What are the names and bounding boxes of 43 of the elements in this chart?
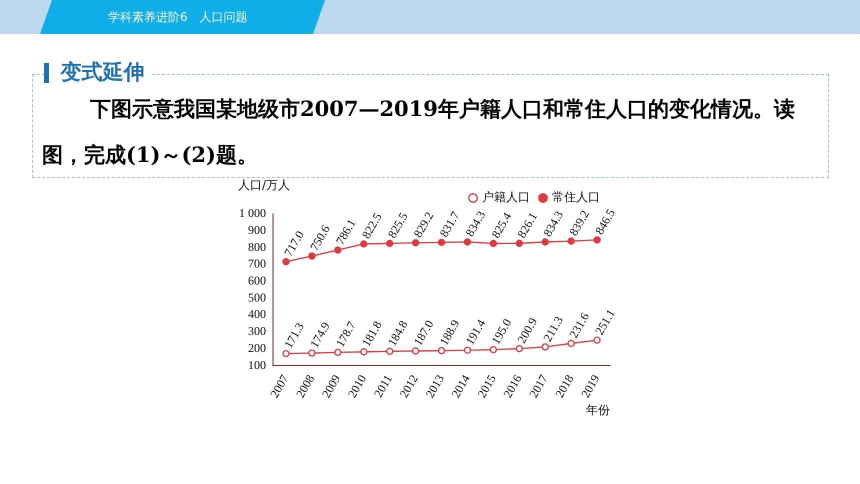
y-tick-label: 900 <box>248 223 266 237</box>
point <box>490 346 497 354</box>
point <box>567 340 575 348</box>
y-tick-label: 700 <box>248 256 266 271</box>
point <box>542 238 549 246</box>
point <box>386 240 394 248</box>
text: 变式延伸 <box>44 58 151 86</box>
point <box>282 258 290 266</box>
point <box>308 349 316 357</box>
point <box>334 348 342 356</box>
x-axis-title: 年份 <box>586 402 610 417</box>
point <box>438 346 446 354</box>
y-tick-label: 400 <box>248 307 266 322</box>
point <box>516 344 523 352</box>
text: 学科素养进阶6 人口问题 <box>108 9 248 26</box>
y-axis-title: 人口/万人 <box>238 178 290 192</box>
y-tick-label: 100 <box>248 358 266 372</box>
y-tick-label: 500 <box>248 290 266 304</box>
point <box>282 350 290 358</box>
point <box>360 240 368 248</box>
y-tick-label: 800 <box>248 240 266 254</box>
point <box>464 346 472 354</box>
point <box>516 240 523 247</box>
y-tick-label: 300 <box>248 324 266 338</box>
point <box>567 237 575 245</box>
y-tick-label: 600 <box>248 274 266 288</box>
y-tick-label: 1 000 <box>239 206 266 220</box>
point <box>386 348 394 355</box>
point <box>438 238 446 246</box>
legend-label: 常住人口 <box>552 190 600 204</box>
point <box>593 336 601 344</box>
point <box>334 246 342 254</box>
point <box>464 238 472 246</box>
point <box>412 347 420 355</box>
y-tick-label: 200 <box>248 340 266 355</box>
point <box>412 239 420 246</box>
legend-label: 户籍人口 <box>482 190 530 204</box>
point <box>593 236 601 244</box>
chart-title: 下图示意我国某地级市2007—2019年户籍人口和常住人口的变化情况。读图，完成(1)～(2)题。 <box>42 95 796 169</box>
point <box>308 252 316 260</box>
point <box>360 348 368 356</box>
point <box>542 343 549 351</box>
point <box>490 240 497 248</box>
